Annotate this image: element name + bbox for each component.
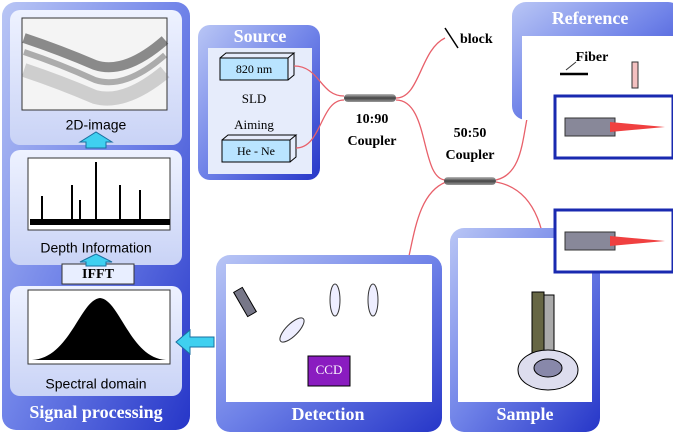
detection-title: Detection bbox=[292, 404, 365, 424]
laser-label: He - Ne bbox=[237, 144, 275, 158]
coupler-label: Coupler bbox=[446, 148, 495, 163]
coupler-ratio: 50:50 bbox=[454, 126, 487, 141]
coupler bbox=[444, 177, 496, 185]
diagram: 2D-image Depth Information IFFT Spectral… bbox=[0, 0, 673, 432]
reference-panel: Reference Fiber bbox=[512, 2, 673, 158]
source-panel: Source 820 nm SLD Aiming He - Ne bbox=[198, 25, 320, 180]
coupler-ratio: 10:90 bbox=[356, 112, 389, 127]
signal-processing-panel: 2D-image Depth Information IFFT Spectral… bbox=[2, 2, 190, 430]
sample-title: Sample bbox=[496, 404, 553, 424]
block-label: block bbox=[460, 32, 493, 47]
reference-title: Reference bbox=[552, 8, 629, 28]
sld-label: SLD bbox=[242, 91, 267, 106]
sample-panel: Sample bbox=[450, 210, 673, 432]
depth-label: Depth Information bbox=[40, 240, 151, 256]
image-label: 2D-image bbox=[66, 117, 127, 133]
ccd-label: CCD bbox=[316, 362, 343, 377]
coupler-label: Coupler bbox=[348, 134, 397, 149]
coupler bbox=[344, 94, 396, 102]
spectral-label: Spectral domain bbox=[45, 376, 146, 392]
aiming-label: Aiming bbox=[234, 117, 274, 132]
block-mark bbox=[445, 28, 458, 48]
ifft-label: IFFT bbox=[82, 267, 115, 282]
fiber-label: Fiber bbox=[576, 50, 609, 65]
detection-panel: CCD Detection bbox=[216, 255, 442, 432]
signal-processing-title: Signal processing bbox=[29, 402, 162, 422]
laser-label: 820 nm bbox=[236, 62, 273, 76]
source-title: Source bbox=[234, 26, 287, 46]
